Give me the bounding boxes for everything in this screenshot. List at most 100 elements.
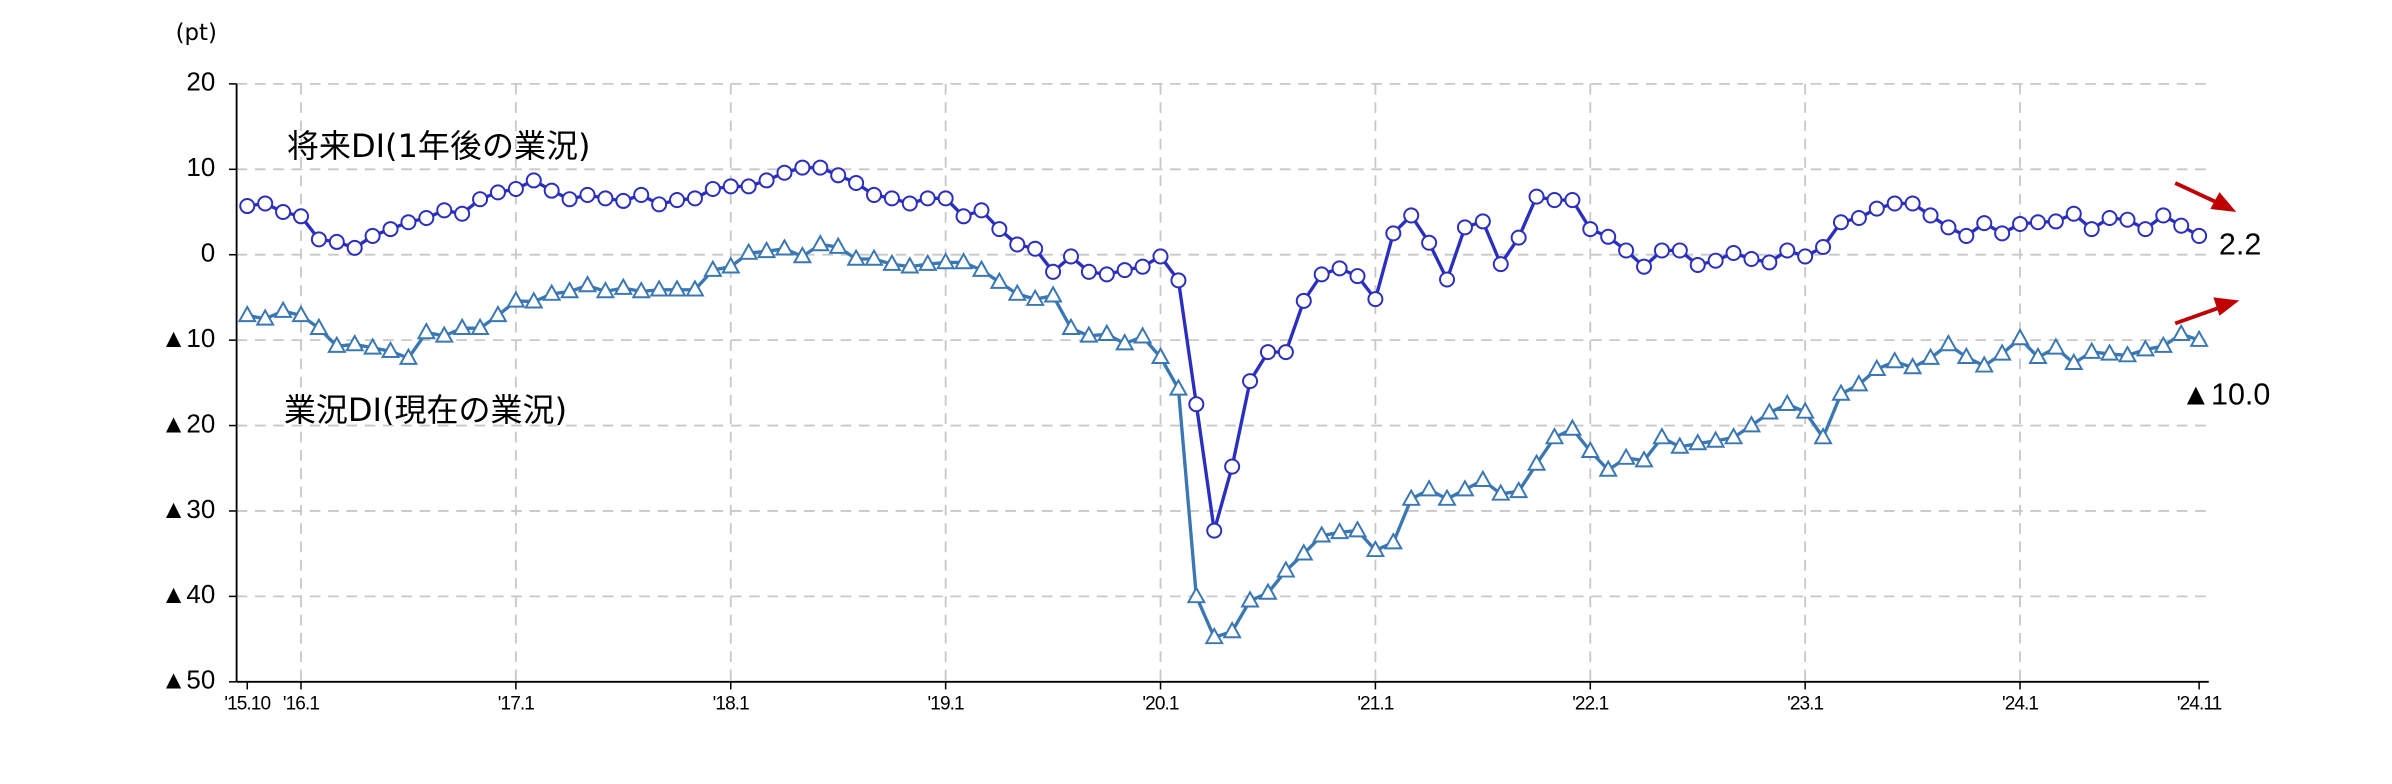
point [1707,252,1724,269]
point [525,172,542,189]
y-unit: (pt) [176,20,217,46]
series-label: 将来DI(1年後の業況) [287,127,591,165]
point [882,253,902,271]
point [1383,532,1403,550]
point [2046,337,2066,355]
point [345,333,365,352]
point [1186,585,1206,604]
point [758,172,775,189]
point [1455,479,1475,497]
point [1546,192,1563,209]
point [1295,292,1312,309]
point [1544,427,1565,445]
point [543,182,560,199]
point [1027,240,1044,257]
point [1868,200,1885,217]
point [436,202,453,219]
point [2012,215,2029,232]
point [275,204,292,221]
point [739,242,759,260]
point [669,192,686,209]
point [794,159,811,176]
point [1492,256,1509,273]
point [1043,285,1063,303]
point [2173,217,2190,234]
point [864,248,884,266]
point [2065,205,2082,222]
point [1723,427,1744,445]
point [900,256,920,274]
point [1025,288,1045,306]
point [1671,242,1688,259]
y-tick-label: 0 [201,240,215,268]
point [1491,483,1511,501]
point [595,281,616,299]
point [1797,248,1814,265]
point [774,238,795,256]
point [452,317,472,335]
point [1061,317,1081,335]
point [1403,207,1420,224]
point [2155,207,2172,224]
point [1365,539,1386,558]
point [1349,268,1366,285]
point [1562,418,1583,436]
point [1885,351,1905,369]
point [1940,219,1957,236]
point [1886,195,1903,212]
point [1152,248,1169,265]
point [2153,335,2173,353]
point [1132,326,1153,344]
point [1168,378,1189,396]
point [685,279,705,297]
point [1850,209,1867,227]
point [776,164,793,181]
point [1706,430,1726,448]
y-tick-label: ▲20 [161,410,215,438]
point [1743,250,1760,268]
point [633,186,650,203]
point [866,186,883,203]
point [1329,521,1350,540]
point [1456,219,1473,236]
point [1115,333,1135,351]
point [1276,560,1296,578]
point [2101,209,2118,227]
x-tick-label: '16.1 [283,694,319,715]
point [631,281,651,299]
point [2047,213,2064,230]
point [2029,214,2046,231]
point [1779,242,1796,259]
point [1080,263,1097,280]
y-tick-label: 10 [186,154,215,182]
point [292,208,309,225]
point [1170,272,1187,289]
point [472,191,489,208]
x-tick-label: '21.1 [1357,694,1393,715]
point [1277,344,1294,361]
point [400,214,417,231]
point [309,317,329,335]
point [488,304,508,323]
point [1956,346,1976,365]
point [901,195,918,212]
point [2137,221,2154,238]
y-tick-label: 20 [186,69,215,97]
point [1958,227,1975,244]
point [346,239,363,256]
point [1777,393,1797,411]
point [2028,346,2048,365]
point [1992,343,2012,361]
point [1474,213,1491,230]
point [1097,323,1117,341]
point [1294,543,1314,561]
point [1831,383,1851,401]
point [613,277,633,295]
point [416,322,436,340]
point [2082,341,2102,359]
point [380,340,401,359]
point [1509,480,1529,499]
point [1510,229,1527,246]
